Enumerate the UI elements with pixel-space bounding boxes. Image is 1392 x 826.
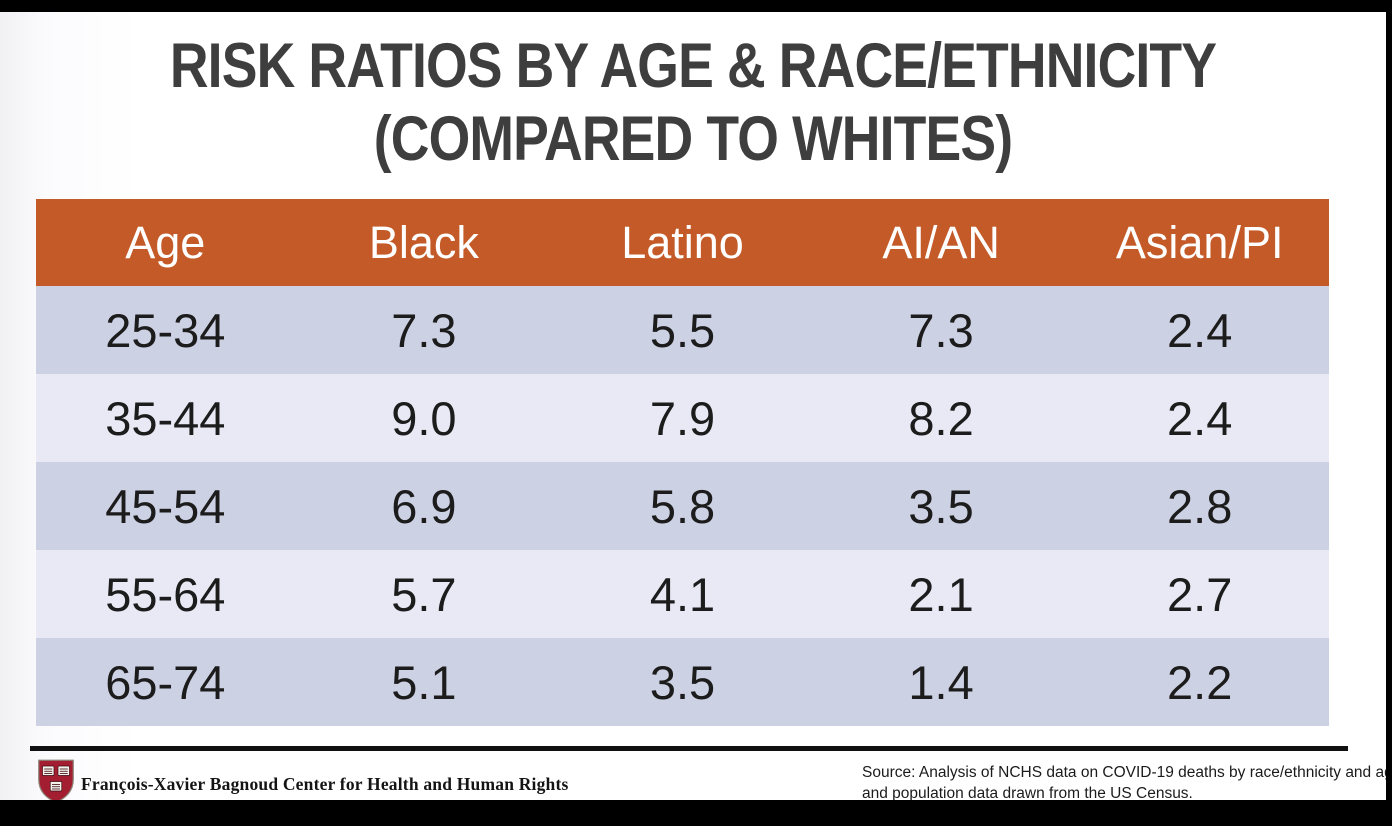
harvard-shield-icon xyxy=(38,759,74,804)
cell-age: 35-44 xyxy=(105,391,226,445)
cell-value: 3.5 xyxy=(908,479,974,533)
cell-age: 45-54 xyxy=(105,479,226,533)
cell-value: 5.1 xyxy=(391,655,457,709)
cell-value: 8.2 xyxy=(908,391,974,445)
cell-value: 5.5 xyxy=(649,303,716,357)
letterbox-right-bar xyxy=(1386,0,1392,826)
table-row: 35-44 9.0 7.9 8.2 2.4 xyxy=(36,374,1329,462)
table-row: 55-64 5.7 4.1 2.1 2.7 xyxy=(36,550,1329,638)
org-name: François-Xavier Bagnoud Center for Healt… xyxy=(81,773,569,794)
header-cell-aian: AI/AN xyxy=(882,216,1000,268)
table-header-row: Age Black Latino AI/AN Asian/PI xyxy=(36,199,1329,286)
cell-value: 7.3 xyxy=(391,303,457,357)
table-row: 25-34 7.3 5.5 7.3 2.4 xyxy=(36,286,1329,374)
cell-age: 25-34 xyxy=(105,303,226,357)
table-row: 65-74 5.1 3.5 1.4 2.2 xyxy=(36,638,1329,726)
cell-value: 6.9 xyxy=(391,479,457,533)
cell-value: 2.4 xyxy=(1167,303,1233,357)
cell-value: 4.1 xyxy=(649,567,716,621)
source-note-line-1: Source: Analysis of NCHS data on COVID-1… xyxy=(862,764,1392,781)
cell-value: 3.5 xyxy=(649,655,716,709)
slide-title: RISK RATIOS BY AGE & RACE/ETHNICITY (COM… xyxy=(0,30,1386,176)
cell-value: 2.4 xyxy=(1167,391,1233,445)
cell-value: 9.0 xyxy=(391,391,457,445)
cell-value: 1.4 xyxy=(908,655,974,709)
header-cell-asianpi: Asian/PI xyxy=(1115,216,1284,268)
cell-value: 7.3 xyxy=(908,303,974,357)
cell-value: 2.8 xyxy=(1167,479,1233,533)
cell-age: 55-64 xyxy=(105,567,226,621)
header-cell-black: Black xyxy=(368,216,479,268)
table-row: 45-54 6.9 5.8 3.5 2.8 xyxy=(36,462,1329,550)
cell-value: 5.7 xyxy=(391,567,457,621)
cell-value: 7.9 xyxy=(649,391,716,445)
letterbox-top-bar xyxy=(0,0,1392,12)
source-note-line-2: and population data drawn from the US Ce… xyxy=(862,785,1193,802)
risk-ratio-table: Age Black Latino AI/AN Asian/PI 25-34 7.… xyxy=(36,199,1329,726)
cell-value: 2.7 xyxy=(1167,567,1233,621)
cell-value: 5.8 xyxy=(649,479,716,533)
letterbox-bottom-bar xyxy=(0,800,1392,826)
title-line-1: RISK RATIOS BY AGE & RACE/ETHNICITY xyxy=(169,31,1217,101)
title-line-2: (COMPARED TO WHITES) xyxy=(373,104,1013,174)
cell-value: 2.1 xyxy=(908,567,974,621)
source-note: Source: Analysis of NCHS data on COVID-1… xyxy=(862,762,1392,804)
cell-value: 2.2 xyxy=(1167,655,1233,709)
header-cell-age: Age xyxy=(125,216,206,268)
footer-divider xyxy=(30,746,1348,751)
slide: RISK RATIOS BY AGE & RACE/ETHNICITY (COM… xyxy=(0,12,1392,804)
cell-age: 65-74 xyxy=(105,655,226,709)
header-cell-latino: Latino xyxy=(621,216,744,268)
